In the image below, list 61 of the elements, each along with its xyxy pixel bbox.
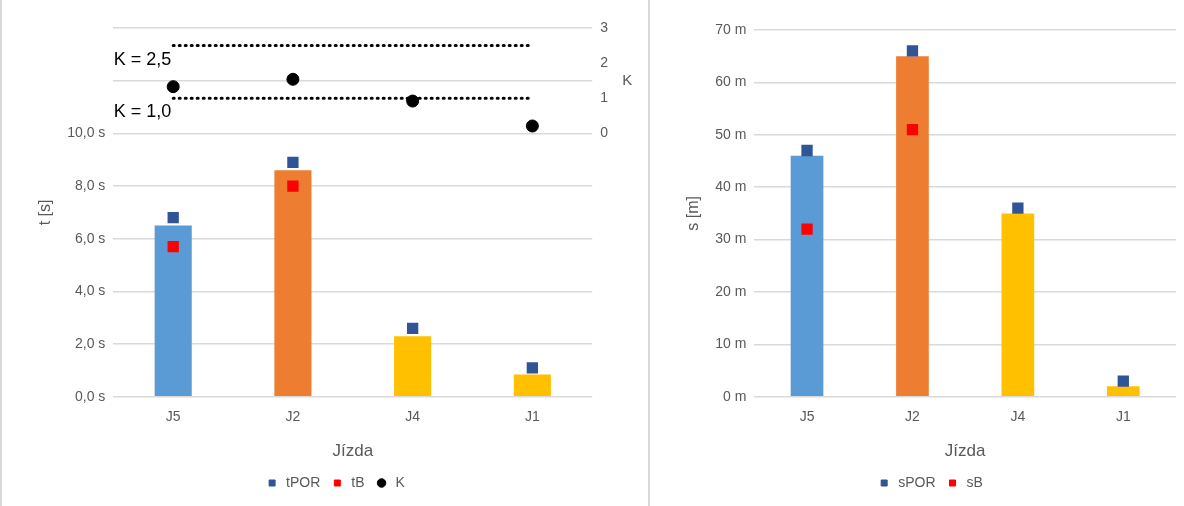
y-axis-title: t [s] bbox=[36, 199, 54, 226]
bar bbox=[1106, 386, 1140, 397]
y-tick-label: 30 m bbox=[715, 230, 747, 247]
x-tick-label: J1 bbox=[524, 408, 540, 425]
point bbox=[167, 212, 179, 224]
ref-line-label: K = 1,0 bbox=[113, 101, 172, 122]
point bbox=[287, 156, 299, 169]
x-tick-label: J2 bbox=[285, 408, 301, 425]
x-tick-label: J4 bbox=[405, 408, 421, 425]
bar bbox=[274, 170, 312, 397]
legend-label: K bbox=[395, 473, 406, 490]
y-tick-label: 4,0 s bbox=[74, 282, 106, 299]
y-tick-label: 10 m bbox=[715, 335, 747, 352]
y-tick-label: 20 m bbox=[715, 282, 747, 299]
legend-label: sB bbox=[966, 473, 983, 490]
x-tick-label: J1 bbox=[1115, 408, 1131, 425]
bar bbox=[896, 56, 929, 397]
y2-tick-label: 2 bbox=[600, 53, 609, 70]
point bbox=[286, 72, 300, 86]
point bbox=[525, 119, 539, 133]
legend-label: sPOR bbox=[898, 473, 936, 490]
bar bbox=[394, 336, 432, 397]
y-tick-label: 0 m bbox=[722, 387, 747, 404]
bar bbox=[154, 225, 192, 397]
y-tick-label: 50 m bbox=[715, 125, 747, 142]
y-tick-label: 40 m bbox=[715, 178, 747, 195]
y-tick-label: 2,0 s bbox=[74, 334, 106, 351]
point bbox=[906, 123, 919, 136]
point bbox=[906, 45, 919, 57]
ref-line-label: K = 2,5 bbox=[113, 48, 172, 69]
point bbox=[801, 223, 813, 235]
legend-label: tB bbox=[351, 473, 365, 490]
point bbox=[287, 180, 299, 192]
y2-axis-title: K bbox=[622, 70, 633, 88]
x-axis-title: Jízda bbox=[944, 441, 987, 461]
x-axis-title: Jízda bbox=[332, 441, 374, 461]
bar bbox=[1001, 213, 1035, 397]
point bbox=[1117, 375, 1129, 387]
x-tick-label: J5 bbox=[165, 408, 181, 425]
y2-tick-label: 3 bbox=[600, 18, 609, 35]
x-tick-label: J2 bbox=[905, 408, 921, 425]
point bbox=[166, 80, 180, 94]
y-tick-label: 70 m bbox=[715, 20, 747, 37]
y-tick-label: 8,0 s bbox=[74, 176, 106, 193]
y-tick-label: 10,0 s bbox=[67, 124, 106, 141]
y2-tick-label: 0 bbox=[600, 124, 609, 141]
y-tick-label: 0,0 s bbox=[74, 387, 106, 404]
point bbox=[1012, 202, 1024, 214]
y-tick-label: 6,0 s bbox=[74, 229, 106, 246]
y-tick-label: 60 m bbox=[715, 73, 747, 90]
point bbox=[526, 362, 539, 374]
bar bbox=[513, 374, 551, 397]
y2-tick-label: 1 bbox=[600, 89, 609, 106]
legend-label: tPOR bbox=[286, 473, 321, 490]
x-tick-label: J5 bbox=[799, 408, 815, 425]
point bbox=[167, 240, 179, 253]
y-axis-title: s [m] bbox=[684, 196, 702, 231]
point bbox=[801, 144, 813, 157]
x-tick-label: J4 bbox=[1010, 408, 1026, 425]
point bbox=[406, 322, 419, 334]
bar bbox=[790, 155, 824, 397]
